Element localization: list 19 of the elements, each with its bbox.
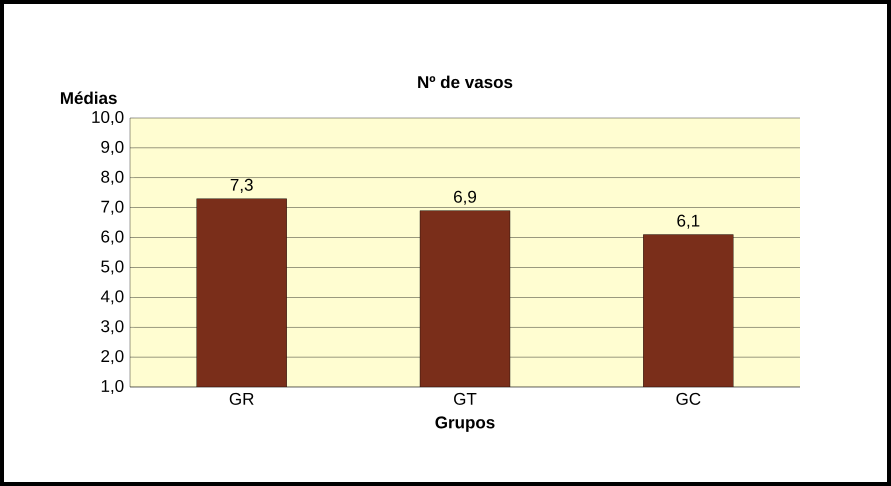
y-tick-label: 1,0 bbox=[102, 380, 124, 394]
data-label: 6,9 bbox=[454, 190, 476, 205]
x-tick-label: GC bbox=[676, 392, 700, 405]
chart-title: Nº de vasos bbox=[418, 76, 512, 88]
y-tick-label: 7,0 bbox=[101, 200, 124, 215]
y-tick-label: 9,0 bbox=[101, 140, 124, 155]
y-tick-label: 4,0 bbox=[100, 290, 124, 304]
y-tick-label: 10,0 bbox=[92, 110, 124, 126]
y-tick-label: 8,0 bbox=[101, 170, 124, 185]
y-tick-label: 3,0 bbox=[101, 320, 124, 334]
x-tick-label: GR bbox=[230, 392, 254, 405]
data-label: 7,3 bbox=[230, 178, 253, 193]
y-axis-title: Médias bbox=[60, 91, 117, 104]
y-tick-label: 5,0 bbox=[101, 260, 124, 274]
y-tick-label: 6,0 bbox=[101, 230, 124, 245]
data-label: 6,1 bbox=[677, 214, 700, 229]
y-tick-label: 2,0 bbox=[101, 350, 124, 364]
x-tick-label: GT bbox=[454, 392, 476, 405]
x-axis-title: Grupos bbox=[435, 416, 495, 432]
